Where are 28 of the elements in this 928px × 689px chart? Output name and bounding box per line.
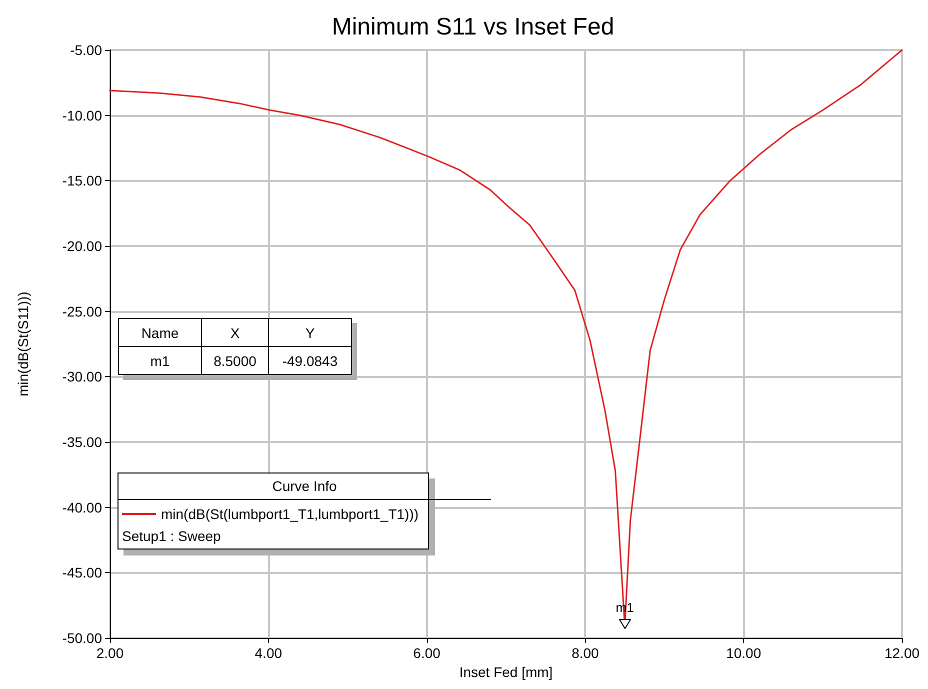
chart-title: Minimum S11 vs Inset Fed [332, 14, 614, 40]
y-tick-label: -10.00 [62, 107, 102, 124]
y-tick-label: -50.00 [62, 630, 102, 646]
y-tick-label: -35.00 [62, 434, 102, 450]
x-tick-label: 8.00 [572, 645, 600, 661]
annotation: Setup1 : Sweep [122, 528, 222, 544]
x-axis-title: Inset Fed [mm] [459, 664, 553, 680]
y-axis-title: min(dB(St(S11))) [15, 292, 31, 396]
x-tick-label: 10.00 [726, 645, 762, 661]
annotation: X [202, 318, 268, 346]
legend-label: min(dB(St(lumbport1_T1,lumbport1_T1))) [161, 506, 419, 522]
x-tick-label: 2.00 [96, 645, 124, 661]
x-tick-label: 6.00 [413, 645, 441, 661]
y-tick-label: -45.00 [62, 564, 102, 581]
y-tick-label: -15.00 [62, 172, 102, 189]
x-tick-label: 12.00 [884, 645, 920, 661]
y-tick-label: -5.00 [70, 42, 102, 58]
annotation: -49.0843 [268, 346, 352, 374]
annotation: m1 [118, 346, 202, 374]
y-tick-label: -40.00 [62, 499, 102, 516]
y-tick-label: -20.00 [62, 238, 102, 254]
y-tick-label: -30.00 [62, 368, 102, 385]
annotation: Y [268, 318, 352, 346]
y-tick-label: -25.00 [62, 303, 102, 320]
annotation: Name [118, 318, 202, 346]
legend-title: Curve Info [272, 478, 338, 494]
x-tick-label: 4.00 [254, 645, 282, 661]
annotation: 8.5000 [202, 346, 268, 374]
